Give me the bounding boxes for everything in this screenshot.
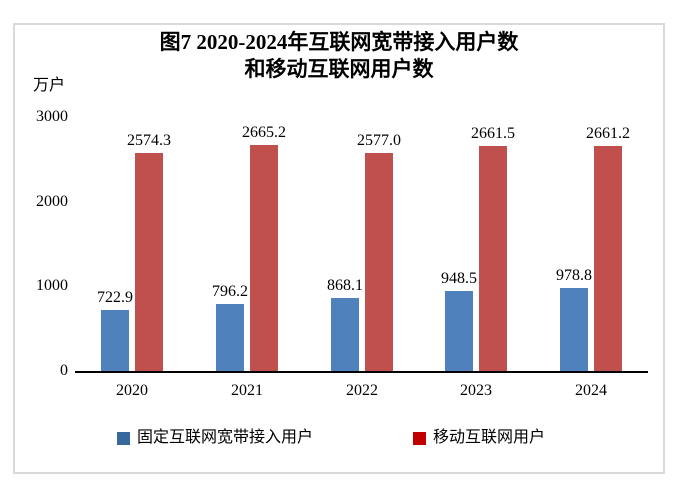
legend-label: 移动互联网用户 — [433, 429, 546, 446]
bar-mobile-internet — [250, 145, 278, 371]
x-tick-label: 2024 — [575, 382, 607, 399]
bar-value-label: 2665.2 — [242, 124, 286, 141]
x-tick-label: 2020 — [116, 382, 148, 399]
x-tick-label: 2022 — [346, 382, 378, 399]
legend-label: 固定互联网宽带接入用户 — [137, 429, 314, 446]
x-tick-label: 2023 — [460, 382, 492, 399]
bar-value-label: 2574.3 — [127, 132, 171, 149]
y-tick-label: 2000 — [36, 192, 68, 210]
y-tick-label: 3000 — [36, 108, 68, 125]
bar-value-label: 948.5 — [441, 270, 477, 287]
legend-item-mobile-internet: 移动互联网用户 — [413, 429, 545, 447]
chart-title-line2: 和移动互联网用户数 — [244, 57, 434, 81]
bar-mobile-internet — [135, 153, 163, 371]
bar-value-label: 868.1 — [327, 277, 363, 294]
chart-frame: 图7 2020-2024年互联网宽带接入用户数 和移动互联网用户数 万户 0 100… — [13, 23, 665, 474]
bar-fixed-broadband — [101, 310, 129, 371]
bar-value-label: 796.2 — [212, 283, 248, 300]
bar-mobile-internet — [594, 146, 622, 371]
y-tick-label: 0 — [60, 362, 68, 379]
legend-swatch-icon — [413, 431, 426, 445]
bar-value-label: 2577.0 — [357, 132, 401, 149]
bar-mobile-internet — [365, 153, 393, 371]
plot-area: 722.9 2574.3 796.2 2665.2 868.1 2577.0 948.5 26… — [75, 117, 648, 373]
x-tick-label: 2021 — [231, 382, 263, 399]
chart-title: 图7 2020-2024年互联网宽带接入用户数 和移动互联网用户数 — [15, 29, 663, 83]
bar-fixed-broadband — [560, 288, 588, 371]
bar-fixed-broadband — [445, 291, 473, 371]
bar-value-label: 2661.5 — [471, 125, 515, 142]
bar-value-label: 722.9 — [97, 289, 133, 306]
legend-swatch-icon — [117, 431, 130, 445]
y-axis-unit-label: 万户 — [33, 77, 66, 94]
bar-mobile-internet — [479, 146, 507, 371]
legend-item-fixed-broadband: 固定互联网宽带接入用户 — [117, 429, 313, 447]
bar-fixed-broadband — [331, 298, 359, 371]
y-tick-label: 1000 — [36, 277, 68, 295]
bar-value-label: 2661.2 — [586, 125, 630, 142]
y-axis: 0 1000 2000 3000 — [15, 25, 68, 405]
bar-fixed-broadband — [216, 304, 244, 371]
chart-title-line1: 图7 2020-2024年互联网宽带接入用户数 — [159, 30, 519, 54]
bar-value-label: 978.8 — [556, 267, 592, 284]
